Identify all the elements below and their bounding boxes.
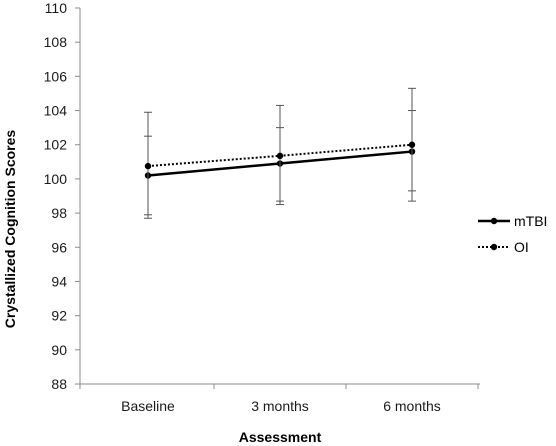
data-point (144, 162, 152, 170)
y-tick-label: 104 (44, 103, 68, 119)
x-axis: Baseline 3 months 6 months (79, 383, 480, 414)
y-tick-label: 106 (44, 68, 68, 84)
x-tick-label: 6 months (383, 398, 441, 414)
legend-label-oi: OI (514, 239, 529, 255)
series-layer (144, 87, 416, 219)
y-tick-label: 98 (51, 205, 67, 221)
x-tick-label: 3 months (251, 398, 309, 414)
y-tick-label: 108 (44, 34, 68, 50)
data-point (408, 141, 416, 148)
legend-marker-oi (490, 243, 498, 251)
y-tick-label: 92 (51, 308, 67, 324)
y-axis-title: Crystallized Cognition Scores (2, 130, 18, 329)
y-tick-label: 88 (51, 376, 67, 392)
y-tick-label: 110 (45, 0, 68, 16)
y-axis: 88 90 92 94 96 98 100 102 104 106 108 110 (44, 0, 81, 392)
legend-label-mtbi: mTBI (514, 213, 547, 229)
x-axis-title: Assessment (239, 429, 322, 445)
y-tick-label: 96 (51, 239, 67, 255)
legend-marker-mtbi (490, 217, 498, 225)
y-tick-label: 94 (51, 273, 67, 289)
y-tick-label: 102 (44, 137, 68, 153)
series-oi (144, 87, 416, 216)
x-tick-label: Baseline (121, 398, 175, 414)
y-tick-label: 100 (44, 171, 68, 187)
legend: mTBI OI (478, 213, 547, 255)
y-tick-label: 90 (51, 342, 67, 358)
data-point (276, 152, 284, 160)
